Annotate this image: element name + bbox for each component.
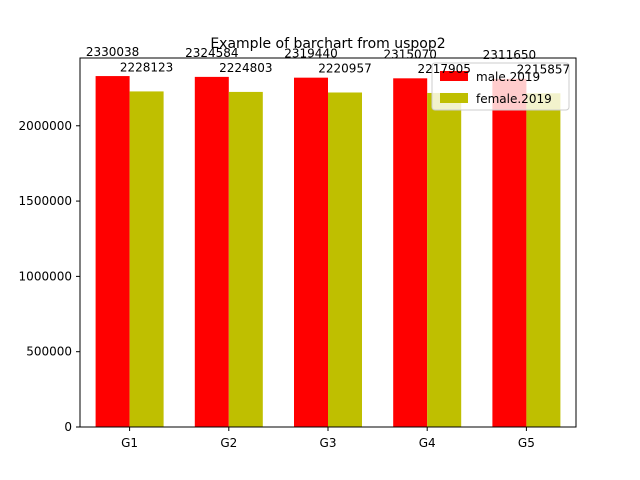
y-tick-label: 500000 — [26, 345, 72, 359]
bar-value-label: 2311650 — [483, 48, 536, 62]
x-tick-label: G5 — [518, 436, 535, 450]
legend-label: male.2019 — [476, 70, 540, 84]
bar-male-2019-G1 — [95, 76, 130, 427]
bar-male-2019-G4 — [393, 78, 428, 427]
y-tick-label: 1500000 — [19, 194, 72, 208]
bar-value-label: 2215857 — [517, 62, 570, 76]
bar-female-2019-G5 — [526, 93, 561, 427]
legend-swatch — [440, 71, 468, 81]
bar-female-2019-G2 — [228, 91, 263, 428]
bar-value-label: 2220957 — [318, 61, 371, 75]
y-tick-label: 2000000 — [19, 119, 72, 133]
bar-male-2019-G5 — [492, 78, 527, 427]
y-tick-label: 0 — [64, 420, 72, 434]
chart-title: Example of barchart from uspop2 — [210, 36, 445, 52]
bar-value-label: 2330038 — [86, 45, 139, 59]
bar-female-2019-G3 — [328, 92, 362, 428]
bar-female-2019-G1 — [129, 91, 164, 428]
x-tick-label: G3 — [320, 436, 337, 450]
legend: male.2019 female.2019 — [431, 62, 570, 111]
bar-male-2019-G3 — [294, 77, 328, 427]
y-tick-label: 1000000 — [19, 269, 72, 283]
bar-value-label: 2315070 — [383, 47, 436, 61]
bar-value-label: 2217905 — [417, 62, 470, 76]
plot-area: 0 500000 1000000 1500000 2000000 G1 G2 G3 G4 G5 — [19, 57, 577, 450]
bar-value-label: 2224803 — [219, 61, 272, 75]
legend-swatch — [440, 93, 468, 103]
bar-female-2019-G4 — [427, 92, 462, 427]
x-tick-label: G4 — [419, 436, 436, 450]
bar-value-label: 2319440 — [284, 47, 337, 61]
x-tick-label: G2 — [220, 436, 237, 450]
legend-label: female.2019 — [476, 92, 552, 106]
x-tick-label: G1 — [121, 436, 138, 450]
bar-male-2019-G2 — [194, 76, 229, 427]
bar-value-label: 2228123 — [120, 60, 173, 74]
bar-value-label: 2324584 — [185, 46, 238, 60]
